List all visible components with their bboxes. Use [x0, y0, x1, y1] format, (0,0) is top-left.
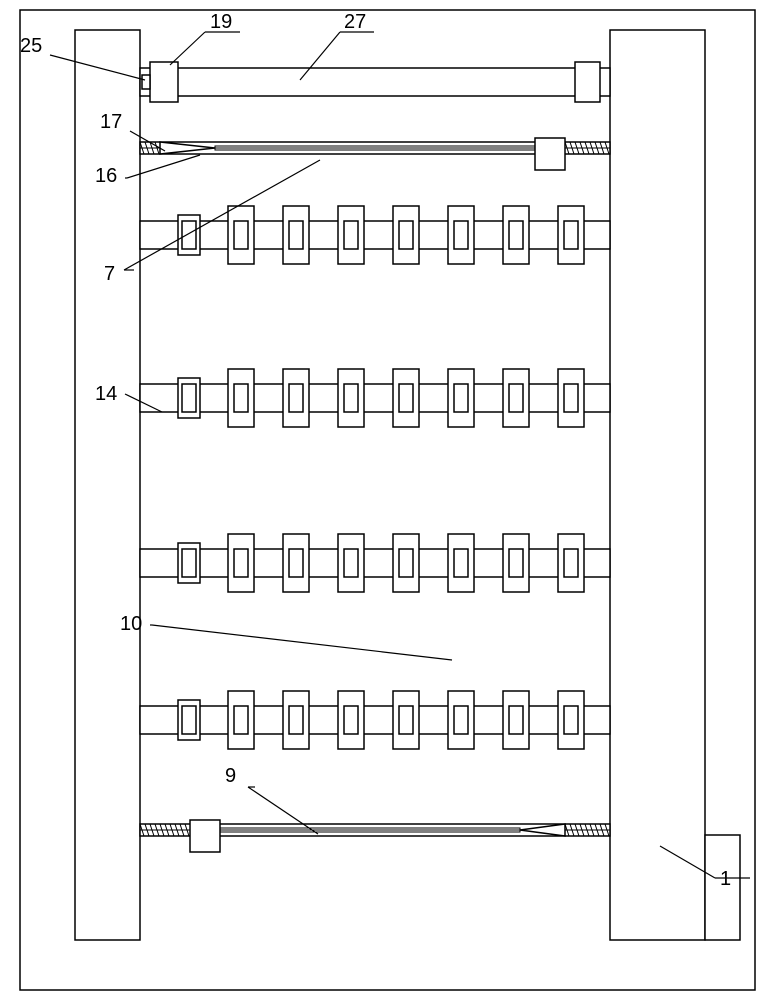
label-text-1: 1	[720, 868, 731, 890]
label-text-10: 10	[120, 613, 142, 635]
label-text-16: 16	[95, 165, 117, 187]
diagram-container: 25 19 27 17 16 7 14 10 9 1	[0, 0, 781, 1000]
label-text-14: 14	[95, 383, 117, 405]
top-rail	[140, 68, 610, 96]
label-text-17: 17	[100, 111, 122, 133]
label-text-27: 27	[344, 11, 366, 33]
label-text-7: 7	[104, 263, 115, 285]
right-column	[610, 30, 705, 940]
top-rail-left-block	[150, 62, 178, 102]
top-rail-small-stub	[142, 75, 150, 89]
top-rail-right-block	[575, 62, 600, 102]
technical-diagram: 25 19 27 17 16 7 14 10 9 1	[0, 0, 781, 1000]
label-text-19: 19	[210, 11, 232, 33]
label-text-25: 25	[20, 35, 42, 57]
label-text-9: 9	[225, 765, 236, 787]
